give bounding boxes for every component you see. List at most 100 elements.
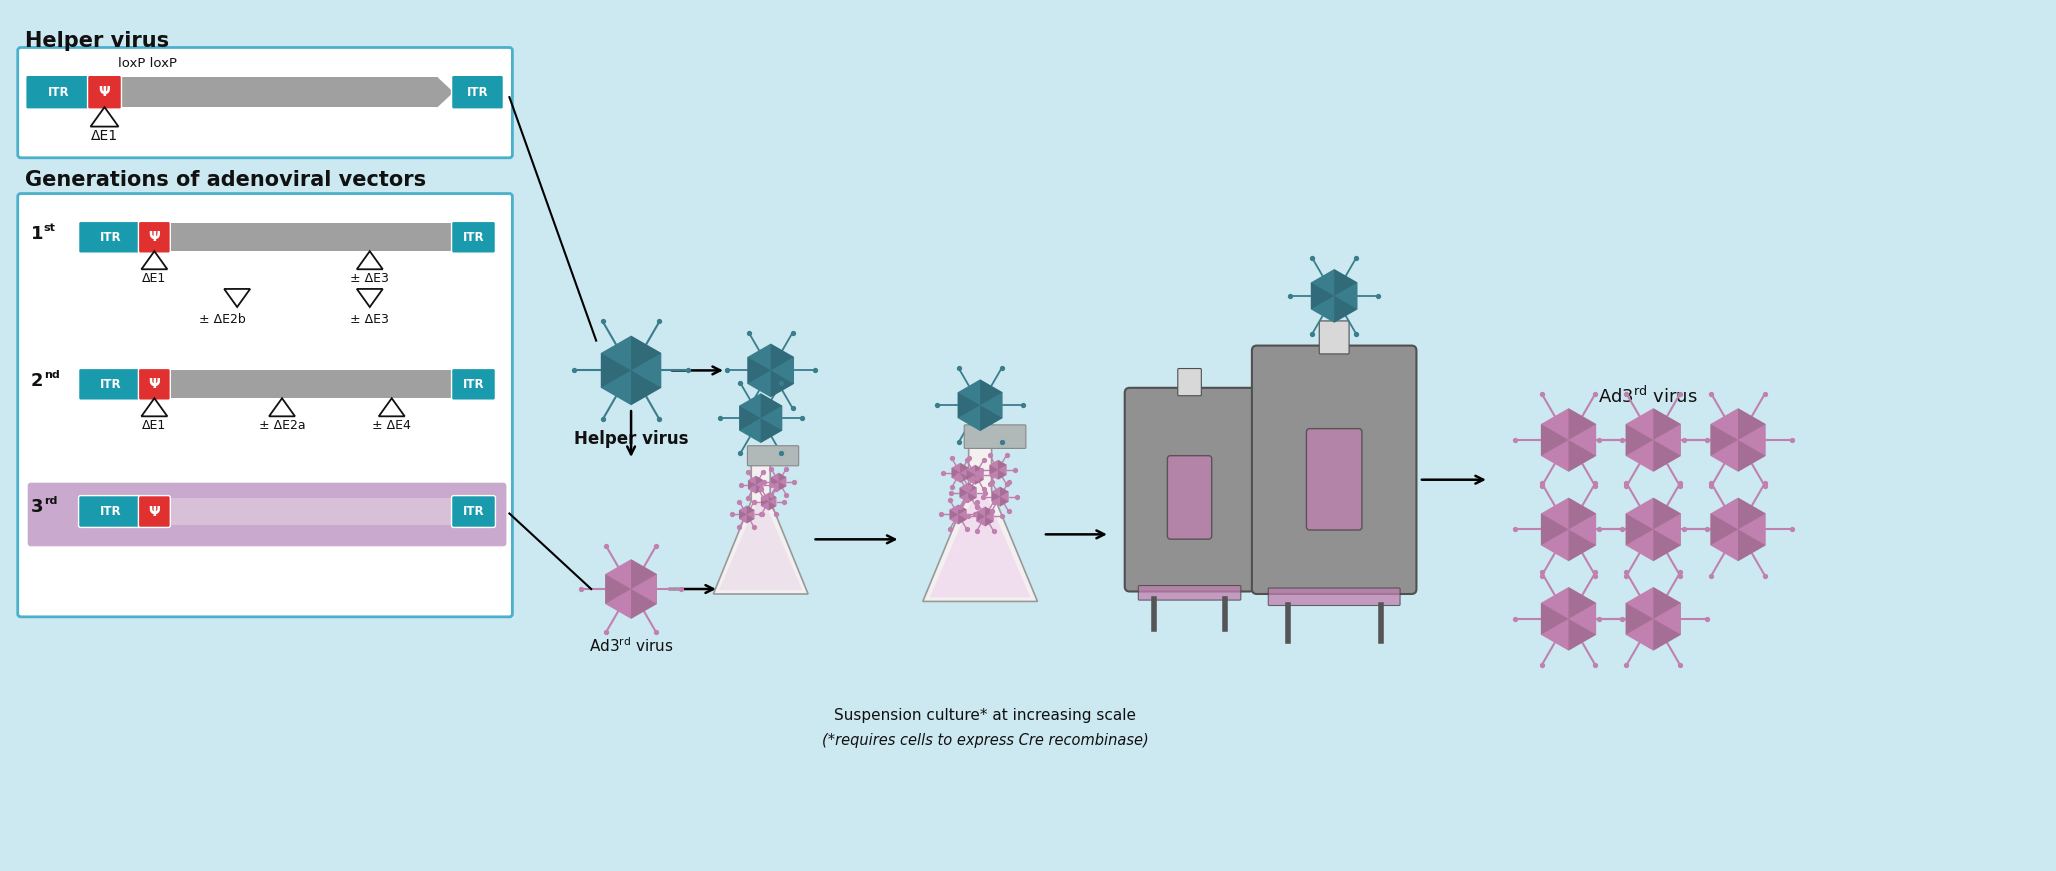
Polygon shape [975,465,983,475]
Polygon shape [604,574,631,604]
Text: Ψ: Ψ [148,504,160,518]
Polygon shape [997,469,1007,480]
Polygon shape [952,468,960,477]
Polygon shape [761,418,783,443]
Polygon shape [746,515,755,523]
Text: Suspension culture* at increasing scale: Suspension culture* at increasing scale [835,708,1137,723]
Text: ITR: ITR [463,231,485,244]
Text: ΔE1: ΔE1 [142,272,167,285]
Polygon shape [1626,514,1653,545]
Polygon shape [1653,530,1682,561]
Polygon shape [977,507,993,526]
Polygon shape [1626,497,1682,561]
Polygon shape [748,357,771,384]
Polygon shape [977,511,985,522]
Polygon shape [1626,587,1682,651]
FancyBboxPatch shape [1178,368,1201,395]
Polygon shape [757,484,763,494]
Polygon shape [748,476,763,494]
Polygon shape [958,392,981,418]
Text: ITR: ITR [463,505,485,518]
Polygon shape [771,477,779,486]
Polygon shape [960,488,968,497]
Polygon shape [985,517,993,526]
Text: Ψ: Ψ [148,377,160,391]
Polygon shape [771,343,794,370]
Polygon shape [958,515,966,524]
Polygon shape [631,370,662,405]
Text: ± ΔE4: ± ΔE4 [372,419,411,432]
Polygon shape [1711,408,1766,472]
FancyBboxPatch shape [88,75,121,109]
FancyBboxPatch shape [78,368,142,401]
Polygon shape [960,463,968,473]
Polygon shape [968,483,977,493]
Text: loxP loxP: loxP loxP [117,57,177,71]
Polygon shape [981,380,1003,405]
Polygon shape [975,475,983,484]
Text: ITR: ITR [47,85,70,98]
Polygon shape [761,394,783,418]
Text: ± ΔE2b: ± ΔE2b [199,313,245,326]
Polygon shape [738,505,755,523]
Polygon shape [452,370,467,398]
Polygon shape [989,460,1007,480]
Polygon shape [1569,497,1595,530]
FancyBboxPatch shape [169,370,452,398]
Polygon shape [1569,408,1595,440]
Polygon shape [1540,424,1569,456]
Polygon shape [779,482,787,490]
Polygon shape [769,493,777,502]
Text: Generations of adenoviral vectors: Generations of adenoviral vectors [25,170,426,190]
Polygon shape [1737,440,1766,472]
Polygon shape [746,505,755,515]
Text: ITR: ITR [99,378,121,391]
Polygon shape [966,465,983,484]
Text: nd: nd [43,370,60,381]
Text: ± ΔE2a: ± ΔE2a [259,419,306,432]
Text: ITR: ITR [463,378,485,391]
Polygon shape [1569,587,1595,618]
FancyBboxPatch shape [452,75,504,109]
Text: rd: rd [43,496,58,505]
Polygon shape [958,380,1003,431]
Polygon shape [1540,514,1569,545]
Polygon shape [1540,587,1595,651]
Polygon shape [960,483,977,503]
Polygon shape [1540,603,1569,635]
Polygon shape [631,589,658,618]
Text: ITR: ITR [467,85,489,98]
Text: Ψ: Ψ [148,230,160,244]
Polygon shape [989,465,997,475]
Polygon shape [1569,440,1595,472]
Polygon shape [740,406,761,430]
Polygon shape [740,394,783,443]
Polygon shape [720,504,802,590]
Polygon shape [958,504,966,515]
Polygon shape [600,335,662,405]
FancyBboxPatch shape [169,223,452,251]
Text: ΔE1: ΔE1 [90,129,117,143]
Polygon shape [952,463,968,483]
FancyBboxPatch shape [138,221,171,253]
Text: ITR: ITR [99,505,121,518]
Text: Ψ: Ψ [99,85,111,99]
Polygon shape [761,493,777,510]
FancyBboxPatch shape [1320,321,1349,354]
Text: 3: 3 [31,497,43,516]
FancyBboxPatch shape [1125,388,1254,591]
Text: st: st [43,223,56,233]
FancyBboxPatch shape [1252,346,1417,594]
FancyBboxPatch shape [1139,585,1242,600]
Polygon shape [1569,530,1595,561]
Polygon shape [981,405,1003,431]
FancyBboxPatch shape [748,446,798,466]
Polygon shape [771,473,787,490]
Text: Ad3$^{\rm rd}$ virus: Ad3$^{\rm rd}$ virus [588,637,674,655]
FancyBboxPatch shape [1306,429,1361,530]
Text: 1: 1 [31,226,43,243]
Polygon shape [950,510,958,519]
Polygon shape [748,343,794,397]
Polygon shape [1737,497,1766,530]
Text: ΔE1: ΔE1 [142,419,167,432]
